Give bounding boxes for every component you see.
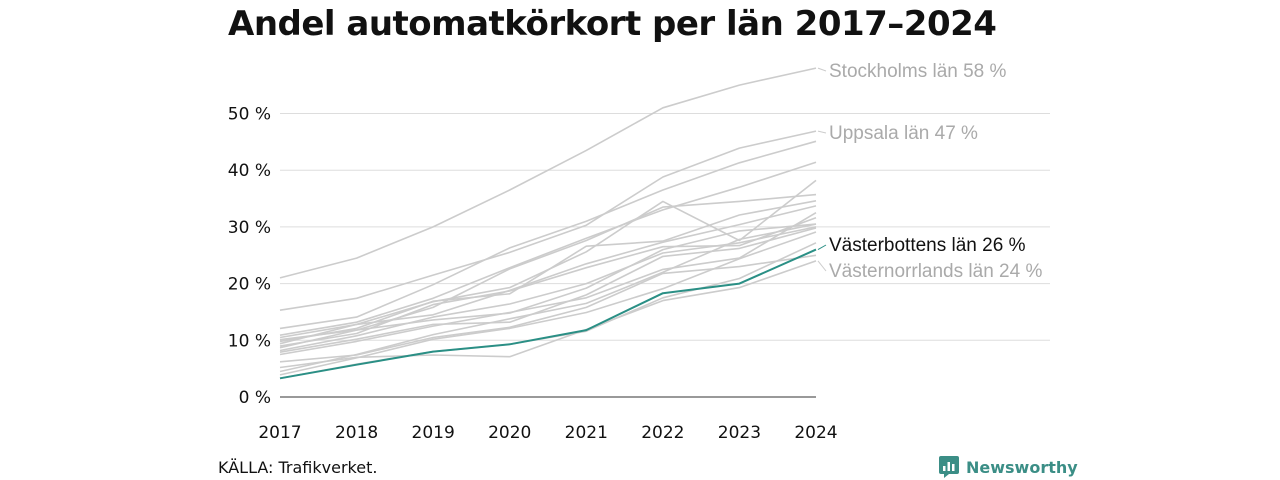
series-end-label: Uppsala län 47 % bbox=[829, 123, 978, 144]
series-line-3 bbox=[279, 161, 817, 336]
x-tick-label: 2022 bbox=[641, 423, 684, 443]
series-line-11 bbox=[279, 227, 817, 353]
x-tick-label: 2017 bbox=[258, 423, 301, 443]
chart-title: Andel automatkörkort per län 2017–2024 bbox=[228, 4, 997, 44]
series-labels: Stockholms län 58 % Uppsala län 47 % Väste… bbox=[817, 61, 1042, 282]
x-tick-label: 2023 bbox=[718, 423, 761, 443]
y-tick-label: 40 % bbox=[228, 161, 271, 181]
x-tick-label: 2024 bbox=[794, 423, 837, 443]
series-end-label: Västerbottens län 26 % bbox=[829, 235, 1026, 256]
y-tick-label: 10 % bbox=[228, 331, 271, 351]
source-note: KÄLLA: Trafikverket. bbox=[218, 458, 378, 477]
y-tick-label: 0 % bbox=[239, 388, 271, 408]
label-connector bbox=[817, 130, 827, 134]
series-line-12 bbox=[279, 212, 817, 356]
series-line-16 bbox=[279, 231, 817, 376]
series-line-2 bbox=[279, 140, 817, 330]
series-line-9 bbox=[279, 223, 817, 349]
highlight-series-line bbox=[279, 248, 817, 380]
brand-logo: Newsworthy bbox=[938, 455, 1078, 479]
y-tick-label: 20 % bbox=[228, 275, 271, 295]
series-line-14 bbox=[279, 260, 817, 369]
series-line-1 bbox=[279, 130, 817, 311]
series-end-label: Stockholms län 58 % bbox=[829, 61, 1007, 82]
label-connector bbox=[817, 260, 827, 272]
axes: 0 % 10 % 20 % 30 % 40 % 50 % 2017 2018 2019 2020 2… bbox=[228, 105, 838, 444]
newsworthy-logo-icon bbox=[939, 456, 959, 478]
label-connector bbox=[817, 244, 827, 251]
brand-name: Newsworthy bbox=[966, 457, 1078, 477]
series-line-15 bbox=[279, 223, 817, 373]
highlight-series bbox=[279, 248, 817, 380]
y-tick-label: 50 % bbox=[228, 105, 271, 125]
x-tick-label: 2018 bbox=[335, 423, 378, 443]
series-line-7 bbox=[279, 205, 817, 345]
series-line-13 bbox=[279, 254, 817, 363]
background-series bbox=[279, 67, 817, 380]
x-tick-label: 2020 bbox=[488, 423, 531, 443]
series-end-label: Västernorrlands län 24 % bbox=[829, 261, 1042, 282]
series-line-5 bbox=[279, 193, 817, 341]
gridlines bbox=[280, 113, 1050, 341]
label-connector bbox=[817, 67, 827, 72]
x-tick-label: 2021 bbox=[565, 423, 608, 443]
y-tick-label: 30 % bbox=[228, 218, 271, 238]
x-tick-label: 2019 bbox=[412, 423, 455, 443]
series-line-6 bbox=[279, 200, 817, 343]
series-line-0 bbox=[279, 67, 817, 279]
